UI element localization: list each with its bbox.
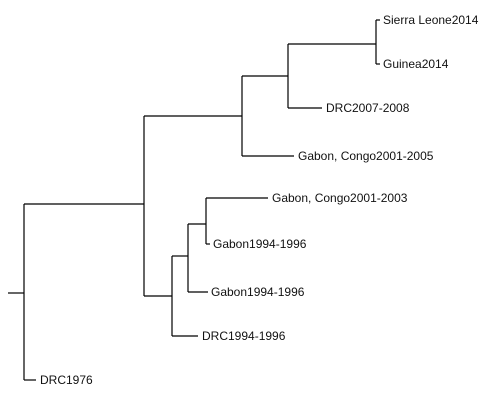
leaf-label-gabon-1994-1996-a: Gabon1994-1996 [213,237,307,251]
leaf-label-drc-1976: DRC1976 [40,373,93,387]
leaf-label-gabon-congo-2001-2003: Gabon, Congo2001-2003 [272,191,408,205]
leaf-label-drc-2007-2008: DRC2007-2008 [326,101,410,115]
leaf-label-drc-1994-1996: DRC1994-1996 [202,329,286,343]
leaf-label-guinea-2014: Guinea2014 [383,57,449,71]
leaf-label-gabon-1994-1996-b: Gabon1994-1996 [211,285,305,299]
leaf-label-sierra-leone-2014: Sierra Leone2014 [383,13,479,27]
leaf-label-gabon-congo-2001-2005: Gabon, Congo2001-2005 [298,149,434,163]
